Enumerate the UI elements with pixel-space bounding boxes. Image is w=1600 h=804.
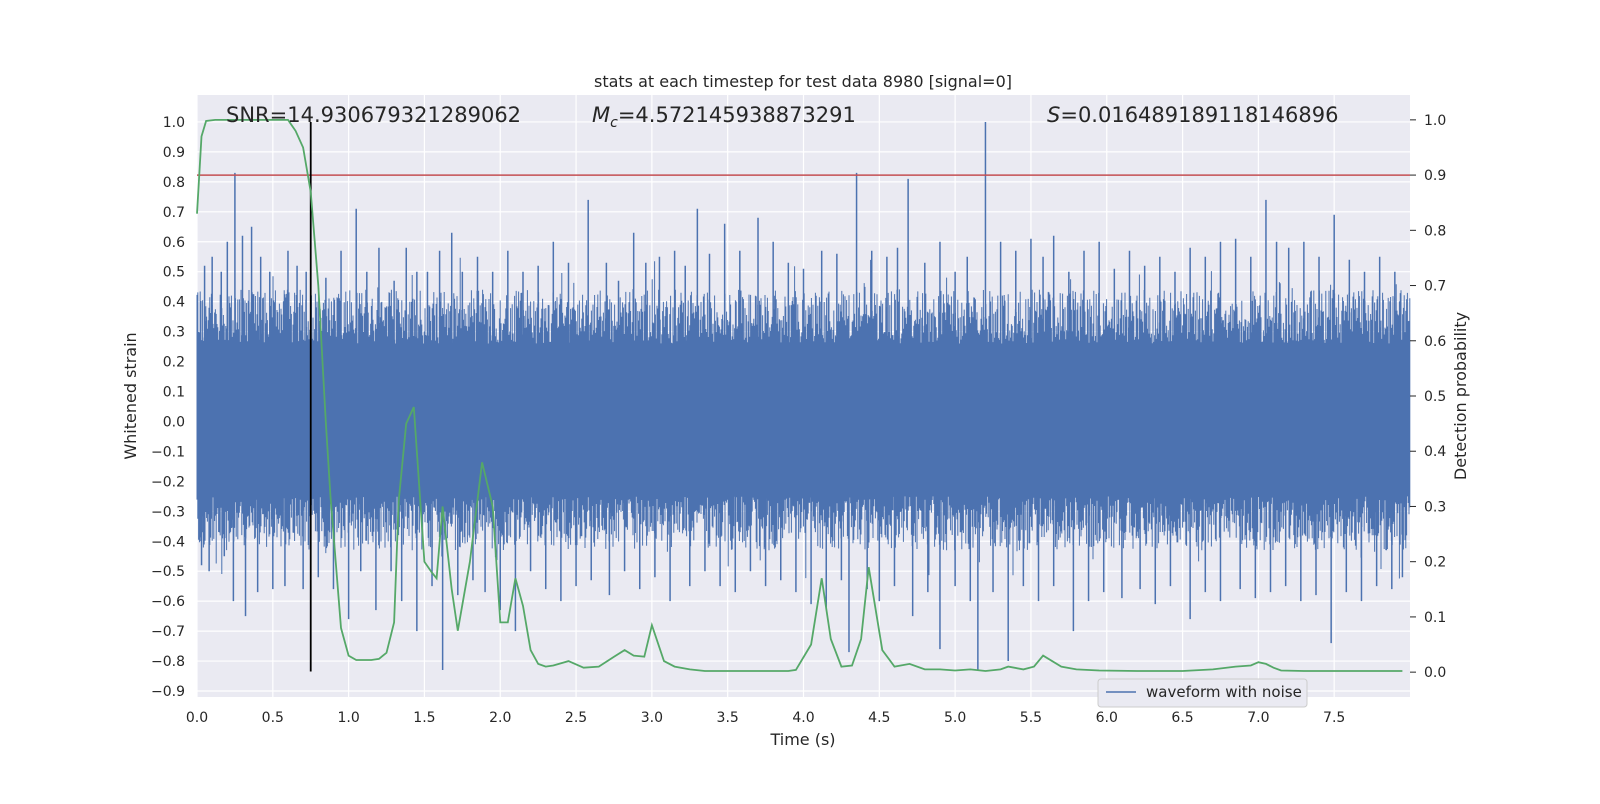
legend-label-waveform: waveform with noise — [1146, 683, 1302, 701]
left-y-tick-label: −0.7 — [151, 624, 185, 640]
left-y-tick-label: −0.4 — [151, 534, 185, 550]
x-tick-label: 2.5 — [565, 710, 587, 726]
right-y-tick-label: 0.1 — [1424, 610, 1446, 626]
left-y-tick-label: −0.5 — [151, 564, 185, 580]
left-y-tick-label: −0.2 — [151, 474, 185, 490]
detection-probability-line — [196, 119, 1403, 672]
right-y-tick-label: 0.7 — [1424, 279, 1446, 295]
left-y-tick-label: 0.7 — [163, 205, 185, 221]
s-statistic-value: =0.016489189118146896 — [1060, 103, 1338, 127]
left-y-tick-label: −0.1 — [151, 444, 185, 460]
x-axis-label: Time (s) — [769, 730, 835, 749]
x-tick-label: 0.5 — [262, 710, 284, 726]
right-y-tick-label: 0.5 — [1424, 389, 1446, 405]
s-statistic-annotation: S=0.016489189118146896 — [1047, 103, 1338, 127]
chirp-mass-value: =4.572145938873291 — [618, 103, 856, 127]
chart-title: stats at each timestep for test data 898… — [594, 72, 1012, 91]
legend-box — [1097, 678, 1308, 708]
left-y-tick-label: 0.5 — [163, 265, 185, 281]
x-tick-label: 2.0 — [489, 710, 511, 726]
x-tick-label: 3.5 — [717, 710, 739, 726]
left-y-axis-label: Whitened strain — [121, 332, 140, 459]
x-tick-label: 1.0 — [337, 710, 359, 726]
s-statistic-symbol: S — [1047, 103, 1060, 127]
chirp-mass-symbol: M — [592, 103, 610, 127]
left-y-tick-label: −0.9 — [151, 684, 185, 700]
x-tick-label: 3.0 — [641, 710, 663, 726]
x-axis-ticks: 0.0 0.5 1.0 1.5 2.0 2.5 3.0 3.5 4.0 4.5 5.0 5.5 6.0 6… — [186, 710, 1345, 726]
waveform-band — [196, 257, 1411, 579]
x-tick-label: 5.5 — [1020, 710, 1042, 726]
x-tick-label: 6.5 — [1171, 710, 1193, 726]
chirp-mass-subscript: c — [610, 115, 618, 131]
left-y-tick-label: −0.8 — [151, 654, 185, 670]
left-y-tick-label: 0.4 — [163, 295, 185, 311]
right-y-tick-label: 0.2 — [1424, 555, 1446, 571]
right-y-tick-label: 0.6 — [1424, 334, 1446, 350]
x-tick-label: 7.0 — [1247, 710, 1269, 726]
waveform-series — [196, 121, 1411, 671]
legend: waveform with noise — [1097, 678, 1308, 708]
x-tick-label: 7.5 — [1323, 710, 1345, 726]
left-y-tick-label: 0.2 — [163, 355, 185, 371]
x-tick-label: 5.0 — [944, 710, 966, 726]
right-y-tick-label: 0.4 — [1424, 444, 1446, 460]
left-y-tick-label: −0.6 — [151, 594, 185, 610]
right-y-tick-label: 0.9 — [1424, 168, 1446, 184]
x-tick-label: 4.0 — [792, 710, 814, 726]
left-y-axis-ticks: 1.0 0.9 0.8 0.7 0.6 0.5 0.4 0.3 0.2 0.1 0.0 −0.1 −0.… — [151, 115, 185, 700]
right-y-tick-label: 0.0 — [1424, 665, 1446, 681]
left-y-tick-label: 0.1 — [163, 385, 185, 401]
left-y-tick-label: 0.6 — [163, 235, 185, 251]
left-y-tick-label: 0.8 — [163, 175, 185, 191]
detection-probability-series — [196, 119, 1403, 672]
right-y-axis-ticks: 1.0 0.9 0.8 0.7 0.6 0.5 0.4 0.3 0.2 0.1 0.0 — [1410, 113, 1446, 681]
x-tick-label: 4.5 — [868, 710, 890, 726]
chirp-mass-annotation: Mc=4.572145938873291 — [592, 103, 856, 131]
right-y-axis-label: Detection probability — [1451, 312, 1470, 480]
left-y-tick-label: 1.0 — [163, 115, 185, 131]
x-tick-label: 0.0 — [186, 710, 208, 726]
right-y-tick-label: 0.8 — [1424, 223, 1446, 239]
right-y-tick-label: 1.0 — [1424, 113, 1446, 129]
x-tick-label: 1.5 — [413, 710, 435, 726]
x-tick-label: 6.0 — [1096, 710, 1118, 726]
right-y-tick-label: 0.3 — [1424, 499, 1446, 515]
left-y-tick-label: 0.9 — [163, 145, 185, 161]
left-y-tick-label: 0.3 — [163, 325, 185, 341]
left-y-tick-label: −0.3 — [151, 504, 185, 520]
snr-annotation: SNR=14.930679321289062 — [226, 103, 521, 127]
left-y-tick-label: 0.0 — [163, 414, 185, 430]
